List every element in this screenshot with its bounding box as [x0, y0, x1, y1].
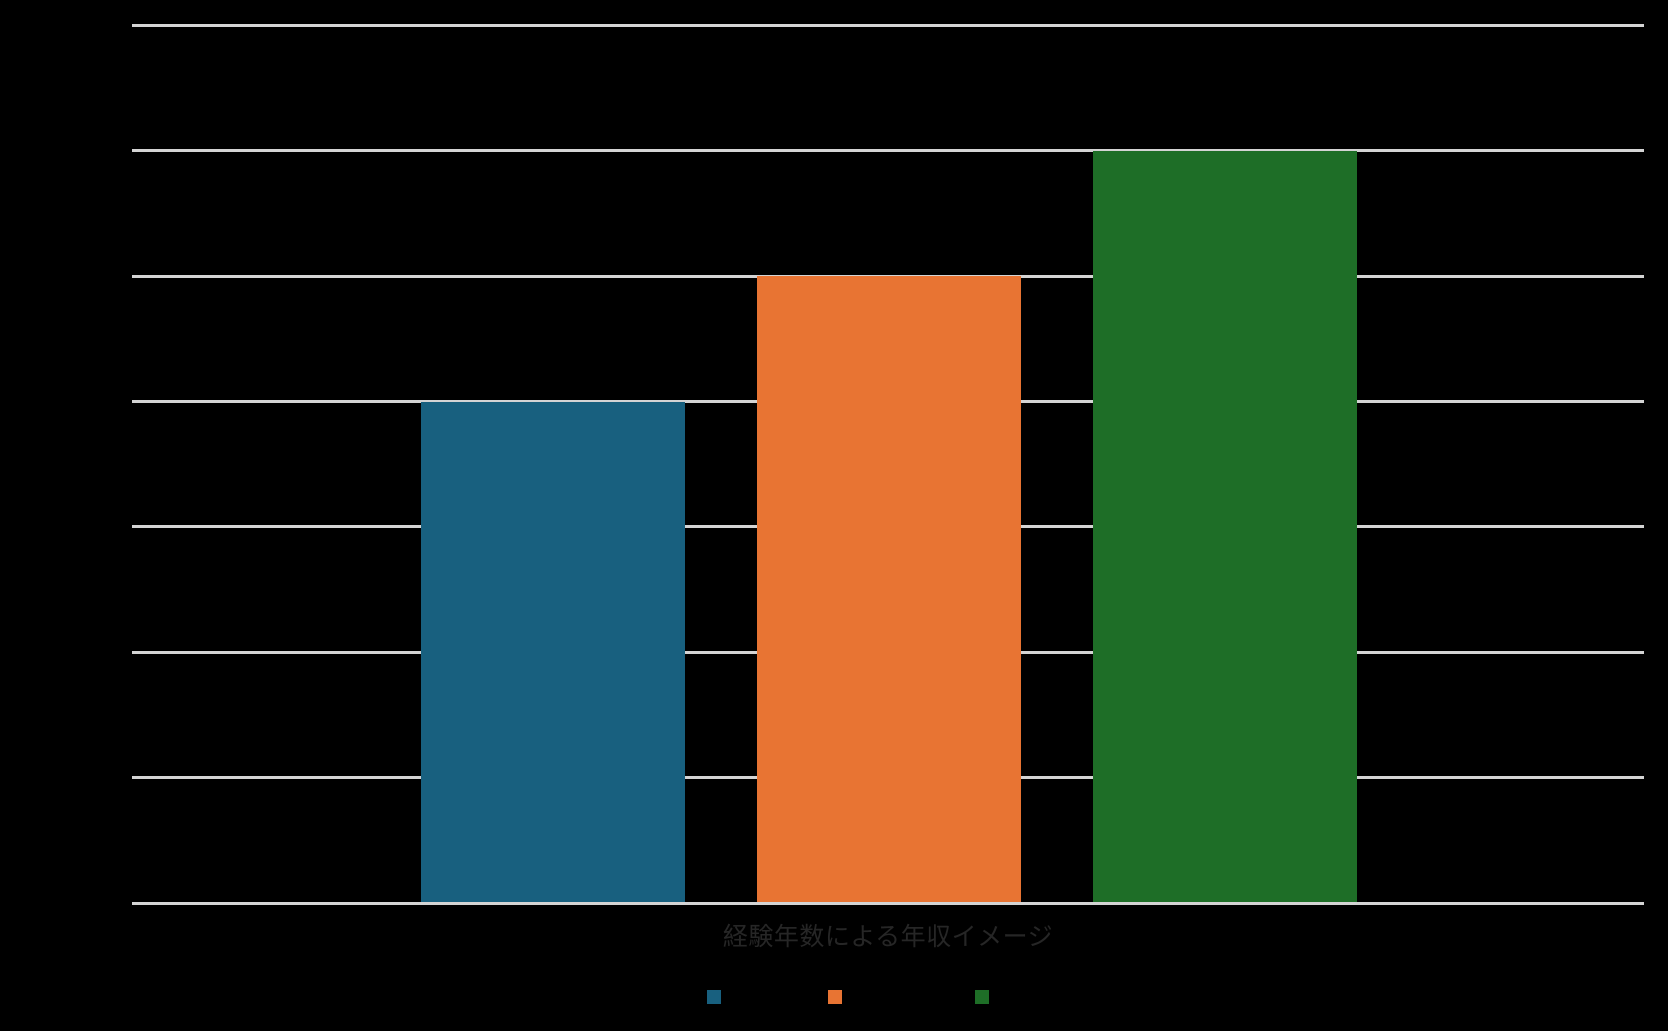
bar-category-2: [757, 276, 1021, 903]
legend-swatch-2: [828, 990, 842, 1004]
legend-swatch-1: [707, 990, 721, 1004]
gridline: [132, 24, 1644, 27]
gridline: [132, 149, 1644, 153]
legend-swatch-3: [975, 990, 989, 1004]
bar-category-3: [1093, 150, 1357, 903]
x-axis-label: 経験年数による年収イメージ: [722, 923, 1054, 951]
bar-category-1: [421, 401, 685, 903]
x-axis-line: [132, 901, 1644, 905]
